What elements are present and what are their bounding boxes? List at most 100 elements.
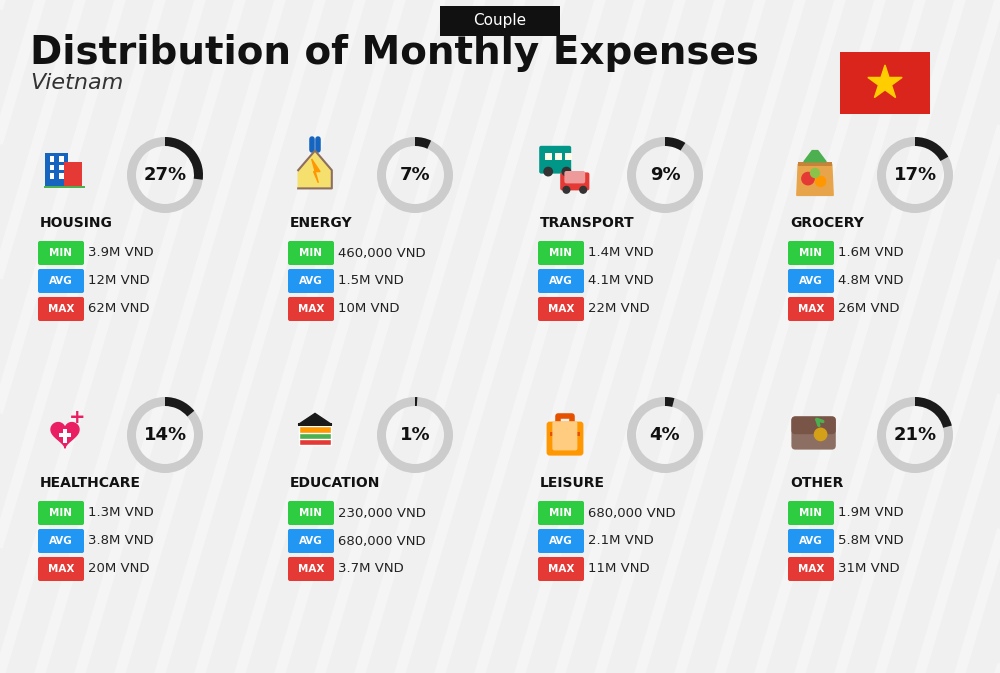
Text: MAX: MAX: [798, 564, 824, 574]
Polygon shape: [868, 65, 902, 98]
Text: AVG: AVG: [799, 276, 823, 286]
Text: HOUSING: HOUSING: [40, 216, 113, 230]
FancyBboxPatch shape: [50, 156, 54, 162]
Text: 3.9M VND: 3.9M VND: [88, 246, 154, 260]
Text: AVG: AVG: [49, 536, 73, 546]
FancyBboxPatch shape: [538, 269, 584, 293]
Circle shape: [580, 186, 587, 193]
Text: 1.5M VND: 1.5M VND: [338, 275, 404, 287]
FancyBboxPatch shape: [788, 297, 834, 321]
FancyBboxPatch shape: [50, 173, 54, 178]
Text: 1.3M VND: 1.3M VND: [88, 507, 154, 520]
Polygon shape: [797, 165, 833, 195]
Text: AVG: AVG: [549, 276, 573, 286]
FancyBboxPatch shape: [44, 186, 85, 188]
Circle shape: [816, 176, 826, 186]
Text: Couple: Couple: [473, 13, 527, 28]
Text: MIN: MIN: [550, 248, 572, 258]
FancyBboxPatch shape: [538, 501, 584, 525]
Text: MAX: MAX: [298, 564, 324, 574]
Wedge shape: [877, 397, 953, 473]
Text: 5.8M VND: 5.8M VND: [838, 534, 904, 548]
Wedge shape: [165, 397, 194, 417]
FancyBboxPatch shape: [38, 557, 84, 581]
FancyBboxPatch shape: [38, 297, 84, 321]
Text: 12M VND: 12M VND: [88, 275, 150, 287]
Text: MAX: MAX: [548, 304, 574, 314]
Text: AVG: AVG: [49, 276, 73, 286]
Circle shape: [811, 168, 819, 178]
Circle shape: [562, 168, 571, 176]
Text: 27%: 27%: [143, 166, 187, 184]
Text: 62M VND: 62M VND: [88, 302, 150, 316]
FancyBboxPatch shape: [38, 501, 84, 525]
Text: AVG: AVG: [299, 276, 323, 286]
Text: 1.4M VND: 1.4M VND: [588, 246, 654, 260]
Text: +: +: [69, 408, 86, 427]
Text: 1%: 1%: [400, 426, 430, 444]
FancyBboxPatch shape: [791, 417, 836, 450]
Text: HEALTHCARE: HEALTHCARE: [40, 476, 141, 490]
FancyBboxPatch shape: [299, 438, 331, 446]
FancyBboxPatch shape: [288, 297, 334, 321]
Text: MIN: MIN: [50, 248, 72, 258]
Wedge shape: [877, 137, 953, 213]
Text: OTHER: OTHER: [790, 476, 843, 490]
Text: 680,000 VND: 680,000 VND: [338, 534, 426, 548]
Text: 31M VND: 31M VND: [838, 563, 900, 575]
Text: MIN: MIN: [800, 508, 822, 518]
Text: MAX: MAX: [48, 564, 74, 574]
Text: AVG: AVG: [799, 536, 823, 546]
FancyBboxPatch shape: [298, 423, 332, 426]
Text: 1.9M VND: 1.9M VND: [838, 507, 904, 520]
Polygon shape: [51, 423, 79, 448]
Text: 26M VND: 26M VND: [838, 302, 900, 316]
FancyBboxPatch shape: [288, 557, 334, 581]
FancyBboxPatch shape: [547, 421, 583, 456]
FancyBboxPatch shape: [555, 153, 562, 160]
FancyBboxPatch shape: [538, 241, 584, 265]
Circle shape: [802, 172, 814, 185]
Text: 460,000 VND: 460,000 VND: [338, 246, 426, 260]
Wedge shape: [377, 397, 453, 473]
Text: MIN: MIN: [50, 508, 72, 518]
Text: EDUCATION: EDUCATION: [290, 476, 380, 490]
Polygon shape: [298, 151, 332, 188]
FancyBboxPatch shape: [791, 417, 836, 434]
Text: 10M VND: 10M VND: [338, 302, 400, 316]
Wedge shape: [627, 137, 703, 213]
FancyBboxPatch shape: [788, 529, 834, 553]
Wedge shape: [127, 397, 203, 473]
Wedge shape: [627, 397, 703, 473]
FancyBboxPatch shape: [45, 153, 68, 187]
FancyBboxPatch shape: [550, 431, 580, 436]
Text: Vietnam: Vietnam: [30, 73, 123, 93]
Wedge shape: [415, 137, 431, 149]
FancyBboxPatch shape: [64, 162, 82, 187]
FancyBboxPatch shape: [538, 529, 584, 553]
FancyBboxPatch shape: [299, 432, 331, 439]
Polygon shape: [804, 151, 826, 162]
FancyBboxPatch shape: [59, 173, 64, 178]
Text: MIN: MIN: [800, 248, 822, 258]
Text: 1.6M VND: 1.6M VND: [838, 246, 904, 260]
Wedge shape: [415, 397, 417, 406]
Wedge shape: [665, 137, 685, 151]
FancyBboxPatch shape: [552, 421, 577, 450]
Text: 3.8M VND: 3.8M VND: [88, 534, 154, 548]
Text: 680,000 VND: 680,000 VND: [588, 507, 676, 520]
FancyBboxPatch shape: [59, 156, 64, 162]
Polygon shape: [312, 159, 320, 183]
FancyBboxPatch shape: [788, 269, 834, 293]
FancyBboxPatch shape: [38, 241, 84, 265]
FancyBboxPatch shape: [560, 172, 589, 190]
Text: Distribution of Monthly Expenses: Distribution of Monthly Expenses: [30, 34, 759, 72]
Text: 14%: 14%: [143, 426, 187, 444]
FancyBboxPatch shape: [788, 557, 834, 581]
FancyBboxPatch shape: [565, 153, 572, 160]
FancyBboxPatch shape: [63, 429, 67, 443]
Text: 20M VND: 20M VND: [88, 563, 150, 575]
FancyBboxPatch shape: [38, 529, 84, 553]
Text: 9%: 9%: [650, 166, 680, 184]
Wedge shape: [915, 137, 948, 161]
